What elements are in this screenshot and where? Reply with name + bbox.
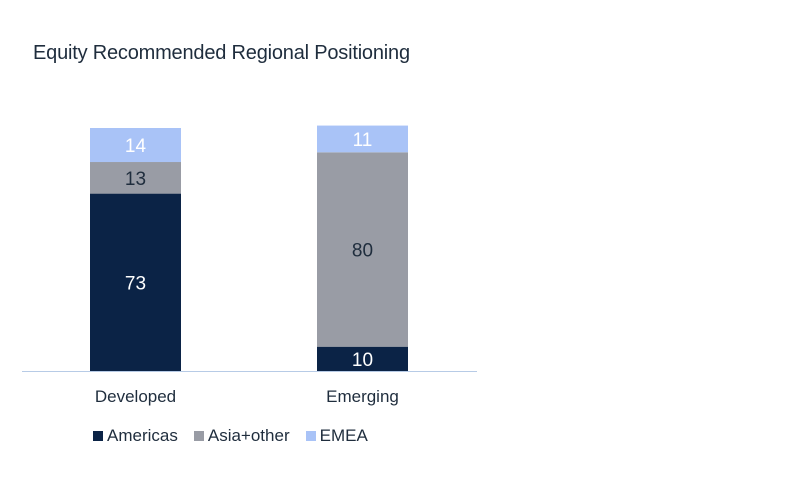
bar-segment-developed-americas — [90, 193, 181, 371]
data-label: 14 — [125, 136, 147, 157]
x-tick-labels: Developed Emerging — [95, 387, 399, 406]
legend-swatch — [93, 431, 103, 441]
legend-item-emea: EMEA — [305, 426, 368, 446]
legend-swatch — [305, 431, 316, 441]
data-label: 13 — [125, 169, 146, 190]
legend-swatch — [193, 431, 204, 441]
legend-item-asia-other: Asia+other — [193, 426, 290, 446]
data-label: 11 — [353, 130, 373, 151]
x-tick-label: Developed — [95, 387, 176, 406]
bar-segment-developed-asia-other — [90, 162, 181, 194]
legend-item-americas: Americas — [93, 426, 178, 446]
data-label: 10 — [352, 350, 373, 371]
x-tick-label: Emerging — [326, 387, 399, 406]
bars-group: 73 13 14 10 80 11 — [90, 125, 408, 371]
bar-segment-emerging-asia-other — [317, 152, 408, 347]
legend-label: Asia+other — [207, 426, 290, 445]
legend-label: EMEA — [319, 426, 368, 445]
legend: Americas Asia+other EMEA — [93, 426, 368, 446]
data-label: 73 — [125, 273, 146, 294]
bar-segment-emerging-americas — [317, 346, 408, 371]
bar-segment-developed-emea — [90, 128, 181, 163]
data-label: 80 — [352, 241, 373, 262]
legend-label: Americas — [107, 426, 178, 445]
chart-title: Equity Recommended Regional Positioning — [33, 42, 410, 64]
bar-segment-emerging-emea — [317, 125, 408, 153]
